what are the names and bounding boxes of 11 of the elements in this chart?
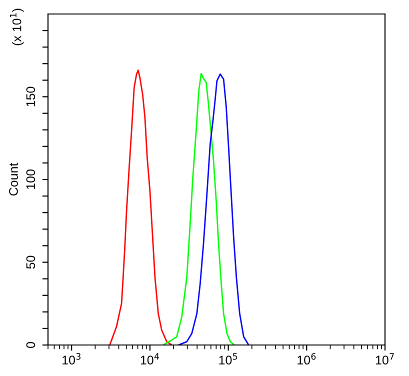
y-tick-label: 50 <box>26 256 36 269</box>
x-tick-label: 10$^{6}$ <box>298 353 316 365</box>
text: (x 10$^{1}$) <box>10 8 24 46</box>
x-tick-label: 10$^{7}$ <box>376 353 394 365</box>
y-tick-label: 100 <box>26 170 36 189</box>
y-tick-label: 150 <box>26 86 36 106</box>
y-axis-title: Count <box>9 162 18 196</box>
y-tick-label: 0 <box>26 342 36 348</box>
x-tick-label: 10$^{3}$ <box>62 353 80 365</box>
x-tick-label: 10$^{4}$ <box>140 353 160 365</box>
x-tick-label: 10$^{5}$ <box>219 353 238 365</box>
